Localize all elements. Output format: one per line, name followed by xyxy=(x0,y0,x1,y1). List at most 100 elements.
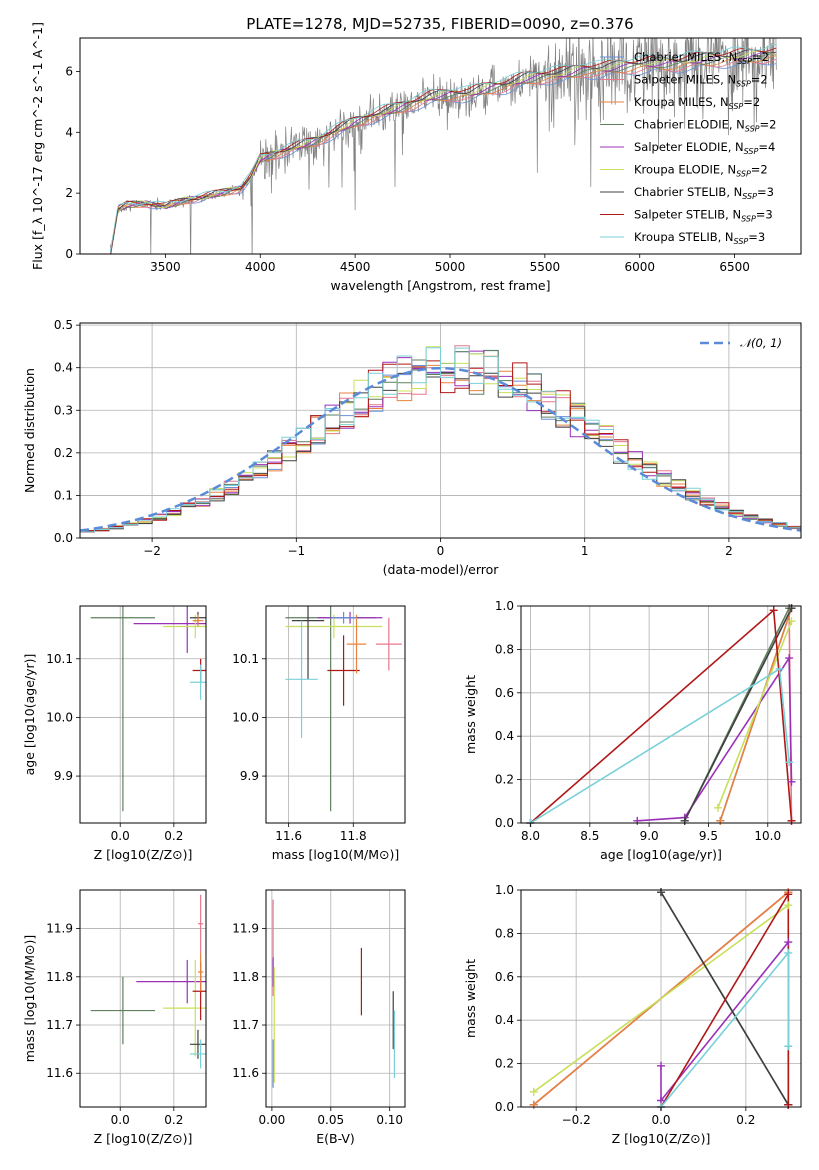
y-tick-label: 11.9 xyxy=(232,922,259,936)
y-tick-label: 0.8 xyxy=(495,642,514,656)
x-tick-label: 0.2 xyxy=(736,1113,755,1127)
mass-vs-metallicity-panel: 0.0 0.2 11.6 11.7 11.8 11.9 Z [log10(Z/Z⊙)] mas… xyxy=(22,889,207,1146)
y-tick-label: 0.0 xyxy=(495,816,514,830)
y-axis-label: Flux [f_λ 10^-17 erg cm^-2 s^-1 A^-1] xyxy=(30,22,45,270)
y-axis-label: age [log10(age/yr)] xyxy=(22,654,37,776)
y-tick-label: 11.7 xyxy=(46,1018,73,1032)
x-axis-label: mass [log10(M/M⊙)] xyxy=(272,847,400,862)
x-tick-label: 0.2 xyxy=(164,829,183,843)
y-tick-label: 0 xyxy=(65,247,73,261)
x-tick-label: 9.0 xyxy=(640,829,659,843)
legend-label: Chabrier ELODIE, NSSP=2 xyxy=(634,118,776,134)
mass-weight-marker xyxy=(784,1042,793,1051)
mass-weight-line xyxy=(660,950,790,1107)
model-spectrum-line xyxy=(110,53,777,252)
y-tick-label: 11.6 xyxy=(46,1066,73,1080)
y-axis-label: mass [log10(M/M⊙)] xyxy=(22,935,37,1063)
model-spectrum-line xyxy=(110,52,777,254)
x-tick-label: 0.0 xyxy=(111,1113,130,1127)
y-tick-label: 11.8 xyxy=(232,970,259,984)
x-tick-label: 10.0 xyxy=(754,829,781,843)
mass-weight-marker xyxy=(775,664,784,673)
legend-label: Kroupa STELIB, NSSP=3 xyxy=(634,230,765,246)
y-tick-label: 1.0 xyxy=(495,599,514,613)
model-spectrum-line xyxy=(110,43,777,253)
mass-weight-line xyxy=(660,891,790,1107)
mass-weight-marker xyxy=(787,816,796,825)
y-tick-label: 4 xyxy=(65,125,73,139)
axes-frame xyxy=(265,889,406,1108)
mass-weight-line xyxy=(533,904,789,1093)
x-tick-label: 5500 xyxy=(530,260,561,274)
plot-area xyxy=(110,38,777,254)
plot-area xyxy=(272,899,395,1088)
y-tick-label: 11.6 xyxy=(232,1066,259,1080)
mass-weight-marker xyxy=(713,803,722,812)
x-tick-label: 1 xyxy=(581,544,589,558)
x-axis-label: Z [log10(Z/Z⊙)] xyxy=(94,1131,193,1146)
x-tick-label: 6000 xyxy=(624,260,655,274)
y-tick-label: 10.1 xyxy=(46,652,73,666)
x-tick-label: 4000 xyxy=(245,260,276,274)
mass-weight-marker xyxy=(657,1061,665,1070)
y-tick-label: 0.6 xyxy=(495,970,514,984)
x-tick-label: 11.6 xyxy=(275,829,302,843)
x-tick-label: −2 xyxy=(143,544,161,558)
mass-weight-line xyxy=(660,891,789,1106)
model-spectrum-line xyxy=(110,58,777,254)
mass-vs-extinction-panel: 0.00 0.05 0.10 11.6 11.7 11.8 11.9 E(B-V) xyxy=(232,889,406,1146)
y-tick-label: 0.6 xyxy=(495,686,514,700)
y-tick-label: 10.0 xyxy=(46,710,73,724)
x-tick-label: 3500 xyxy=(150,260,181,274)
x-tick-label: −0.2 xyxy=(562,1113,591,1127)
x-tick-label: 0.05 xyxy=(317,1113,344,1127)
legend-label: Salpeter MILES, NSSP=2 xyxy=(634,73,768,89)
x-tick-label: 0.00 xyxy=(259,1113,286,1127)
x-axis-label: E(B-V) xyxy=(316,1131,355,1146)
x-axis-label: (data-model)/error xyxy=(383,562,500,577)
y-tick-label: 11.9 xyxy=(46,922,73,936)
mass-weight-marker xyxy=(785,654,794,663)
mass-weight-line xyxy=(719,607,793,822)
x-tick-label: 6500 xyxy=(719,260,750,274)
y-tick-label: 0.4 xyxy=(495,1013,514,1027)
mass-weight-line xyxy=(529,608,793,823)
y-tick-label: 0.4 xyxy=(54,361,73,375)
y-tick-label: 11.7 xyxy=(232,1018,259,1032)
plot-area xyxy=(529,607,793,823)
axes-frame xyxy=(520,605,802,824)
weight-vs-metallicity-panel: −0.2 0.0 0.2 0.0 0.2 0.4 0.6 0.8 1.0 Z [log10(Z/Z… xyxy=(463,883,802,1146)
age-vs-metallicity-panel: 0.0 0.2 9.9 10.0 10.1 Z [log10(Z/Z⊙)] age [log… xyxy=(22,605,207,862)
mass-weight-marker xyxy=(529,1087,538,1096)
spectrum-panel: 3500 4000 4500 5000 5500 6000 6500 0 2 4 6 waveleng… xyxy=(30,22,802,293)
y-tick-label: 1.0 xyxy=(495,883,514,897)
x-axis-label: age [log10(age/yr)] xyxy=(600,847,722,862)
y-tick-label: 6 xyxy=(65,64,73,78)
mass-weight-marker xyxy=(784,890,793,899)
mass-weight-marker xyxy=(784,901,793,910)
mass-weight-line xyxy=(717,620,793,809)
legend-label: Chabrier MILES, NSSP=2 xyxy=(634,50,769,66)
y-tick-label: 9.9 xyxy=(54,769,73,783)
mass-weight-marker xyxy=(784,938,793,947)
weight-vs-age-panel: 8.0 8.5 9.0 9.5 10.0 0.0 0.2 0.4 0.6 0.8 1.0 age [l… xyxy=(463,599,802,862)
y-tick-label: 0.0 xyxy=(495,1100,514,1114)
mass-weight-marker xyxy=(657,888,665,897)
plot-area xyxy=(90,894,206,1069)
x-tick-label: 8.5 xyxy=(580,829,599,843)
y-tick-label: 11.8 xyxy=(46,970,73,984)
mass-weight-marker xyxy=(787,617,796,626)
mass-weight-line xyxy=(637,655,793,822)
observed-spectrum-line xyxy=(110,38,777,254)
y-tick-label: 9.9 xyxy=(240,769,259,783)
plot-area xyxy=(533,891,790,1107)
mass-weight-marker xyxy=(784,1100,793,1109)
x-tick-label: 0.0 xyxy=(651,1113,670,1127)
y-tick-label: 0.1 xyxy=(54,488,73,502)
mass-weight-line xyxy=(683,607,793,822)
residual-histogram-step xyxy=(80,347,801,538)
y-axis-label: mass weight xyxy=(463,675,478,754)
normal-distribution-curve xyxy=(80,366,801,532)
y-tick-label: 0.2 xyxy=(495,773,514,787)
